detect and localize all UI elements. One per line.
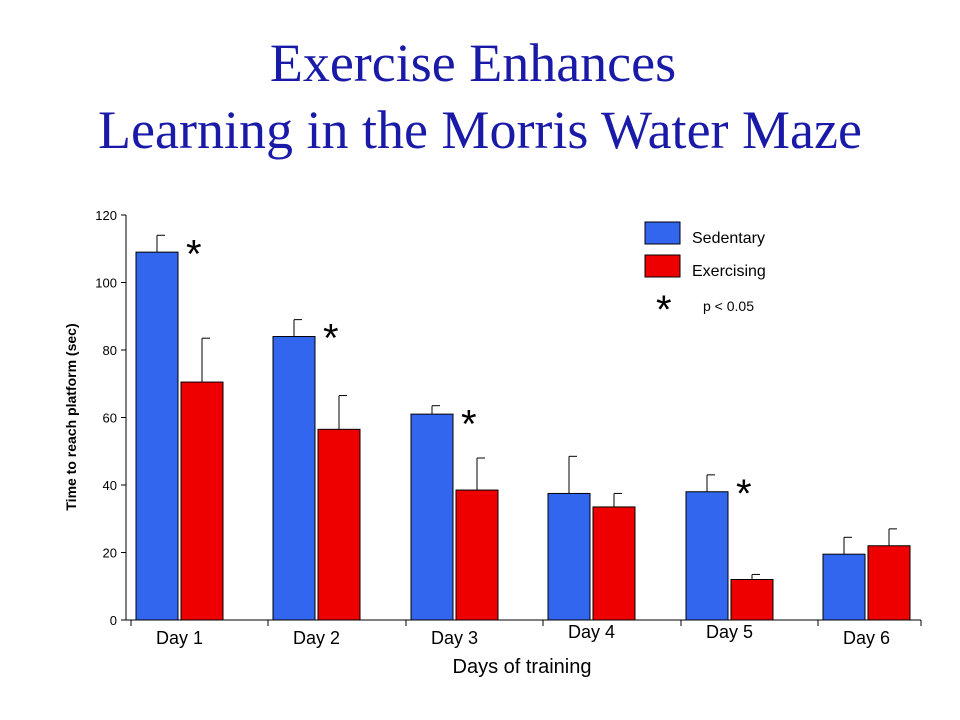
bar-exercising-1 xyxy=(180,381,224,621)
bar-sedentary-3 xyxy=(410,413,454,621)
bar-sedentary-5 xyxy=(685,491,729,621)
bars-group xyxy=(135,251,911,621)
y-tick-label-20: 20 xyxy=(103,546,117,561)
significance-markers: * * * * xyxy=(186,232,752,516)
legend-swatch-exercising xyxy=(644,254,681,278)
bar-exercising-4 xyxy=(592,506,636,621)
legend-label-sedentary: Sedentary xyxy=(692,230,765,247)
y-tick-label-100: 100 xyxy=(95,276,117,291)
bar-exercising-3 xyxy=(455,489,499,621)
significance-star-2: * xyxy=(323,317,339,361)
bar-exercising-2 xyxy=(317,428,361,621)
bar-sedentary-4 xyxy=(547,492,591,621)
x-tick-label-6: Day 6 xyxy=(843,628,890,648)
y-axis-label: Time to reach platform (sec) xyxy=(63,323,79,510)
x-tick-label-5: Day 5 xyxy=(706,622,753,642)
x-tick-label-3: Day 3 xyxy=(431,628,478,648)
y-tick-label-120: 120 xyxy=(95,208,117,223)
bar-exercising-5 xyxy=(730,579,774,621)
error-bars-group xyxy=(156,234,897,580)
x-tick-label-4: Day 4 xyxy=(568,622,615,642)
bar-sedentary-2 xyxy=(272,336,316,621)
x-tick-label-1: Day 1 xyxy=(156,628,203,648)
bar-exercising-6 xyxy=(867,545,911,621)
legend-label-exercising: Exercising xyxy=(692,263,766,280)
legend-significance-text: p < 0.05 xyxy=(703,298,754,314)
x-tick-label-2: Day 2 xyxy=(293,628,340,648)
y-tick-label-80: 80 xyxy=(103,343,117,358)
slide-title-line-2: Learning in the Morris Water Maze xyxy=(98,100,862,160)
y-tick-label-40: 40 xyxy=(103,478,117,493)
significance-star-5: * xyxy=(736,472,752,516)
y-tick-label-60: 60 xyxy=(103,411,117,426)
legend-significance-star: * xyxy=(656,288,672,332)
y-tick-label-0: 0 xyxy=(110,613,117,628)
axes-group: Day 1 Day 2 Day 3 Day 4 Day 5 Day 6 0 20 40 60 80 1… xyxy=(63,208,922,678)
bar-sedentary-1 xyxy=(135,251,179,621)
slide-title-line-1: Exercise Enhances xyxy=(269,33,677,93)
significance-star-1: * xyxy=(186,232,202,276)
x-axis-label: Days of training xyxy=(453,656,592,678)
significance-star-3: * xyxy=(461,403,477,447)
legend-swatch-sedentary xyxy=(644,221,681,245)
bar-sedentary-6 xyxy=(822,553,866,621)
legend: Sedentary Exercising * p < 0.05 xyxy=(644,221,766,332)
